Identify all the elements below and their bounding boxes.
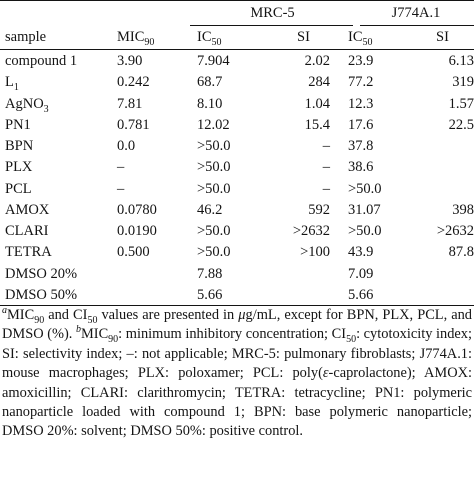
cell-ic50-j774: 37.8 — [348, 138, 374, 154]
table-top-rule — [0, 0, 474, 1]
cell-mic90: 0.242 — [117, 74, 150, 91]
cell-ic50-j774: 38.6 — [348, 159, 374, 176]
cell-ic50-j774: >50.0 — [348, 223, 382, 239]
cell-si-mrc5: >100 — [300, 244, 330, 261]
table-row: PN1 0.781 12.02 15.4 17.6 22.5 — [0, 114, 474, 136]
cell-ic50-mrc5: >50.0 — [197, 159, 231, 176]
group-rule-mrc5 — [190, 25, 353, 26]
cell-sample: BPN — [5, 138, 34, 154]
cell-ic50-mrc5: >50.0 — [197, 180, 231, 197]
cell-sample: AMOX — [5, 201, 50, 218]
column-header-si-mrc5: SI — [297, 29, 310, 45]
cell-sample: DMSO 50% — [5, 286, 78, 303]
cell-si-mrc5: 2.02 — [304, 53, 330, 69]
cell-si-mrc5: 15.4 — [304, 116, 330, 133]
column-header-si-j774: SI — [436, 29, 449, 45]
cell-mic90: 0.0780 — [117, 201, 157, 218]
cell-sample: L1 — [5, 74, 19, 94]
cell-mic90: 0.0190 — [117, 223, 157, 239]
cell-ic50-j774: 12.3 — [348, 95, 374, 112]
group-header-mrc5: MRC-5 — [250, 5, 295, 21]
cell-si-mrc5: 592 — [308, 201, 330, 218]
table-row: CLARI 0.0190 >50.0 >2632 >50.0 >2632 — [0, 220, 474, 242]
table-row: L1 0.242 68.7 284 77.2 319 — [0, 71, 474, 93]
table-row: DMSO 50% 5.66 5.66 — [0, 284, 474, 306]
cell-sample: PN1 — [5, 116, 31, 133]
cell-si-j774: 1.57 — [448, 95, 474, 112]
table-row: compound 1 3.90 7.904 2.02 23.9 6.13 — [0, 50, 474, 72]
table-row: PLX – >50.0 – 38.6 — [0, 156, 474, 178]
group-rule-j774 — [360, 25, 474, 26]
table-row: AgNO3 7.81 8.10 1.04 12.3 1.57 — [0, 93, 474, 115]
cell-ic50-j774: 77.2 — [348, 74, 374, 91]
cell-ic50-mrc5: >50.0 — [197, 244, 231, 261]
cell-mic90: – — [117, 159, 125, 176]
table-row: DMSO 20% 7.88 7.09 — [0, 263, 474, 285]
cell-mic90: 0.500 — [117, 244, 150, 261]
cell-ic50-j774: 5.66 — [348, 286, 374, 303]
table-row: PCL – >50.0 – >50.0 — [0, 178, 474, 200]
column-header-ic50-j774: IC50 — [348, 29, 373, 48]
cell-ic50-mrc5: >50.0 — [197, 223, 231, 239]
table-row: AMOX 0.0780 46.2 592 31.07 398 — [0, 199, 474, 221]
cell-ic50-j774: 17.6 — [348, 116, 374, 133]
cell-sample: compound 1 — [5, 53, 78, 69]
cell-si-j774: >2632 — [436, 223, 474, 239]
cell-ic50-mrc5: 46.2 — [197, 201, 223, 218]
cell-sample: PCL — [5, 180, 32, 197]
cell-ic50-j774: 23.9 — [348, 53, 374, 69]
cell-si-j774: 6.13 — [448, 53, 474, 69]
cell-si-mrc5: 284 — [308, 74, 330, 91]
column-header-ic50-mrc5: IC50 — [197, 29, 222, 48]
cell-sample: PLX — [5, 159, 33, 176]
table-footnote: aMIC90 and CI50 values are presented in … — [2, 305, 472, 440]
cell-mic90: 0.0 — [117, 138, 136, 154]
cell-ic50-j774: 43.9 — [348, 244, 374, 261]
cell-ic50-mrc5: 68.7 — [197, 74, 223, 91]
group-header-row: MRC-5 J774A.1 — [0, 2, 474, 24]
cell-ic50-mrc5: >50.0 — [197, 138, 231, 154]
header-bottom-rule — [0, 49, 474, 50]
cell-mic90: 7.81 — [117, 95, 143, 112]
footnote-mark-a: a — [2, 305, 7, 317]
cell-si-j774: 87.8 — [448, 244, 474, 261]
cell-ic50-j774: 31.07 — [348, 201, 381, 218]
cell-ic50-mrc5: 12.02 — [197, 116, 230, 133]
footnote-mark-b: b — [75, 324, 81, 336]
table-bottom-rule — [0, 305, 474, 306]
cell-si-mrc5: – — [322, 159, 330, 176]
cell-ic50-mrc5: 7.904 — [197, 53, 230, 69]
cell-si-mrc5: 1.04 — [304, 95, 330, 112]
cell-ic50-mrc5: 7.88 — [197, 265, 223, 282]
cell-si-mrc5: – — [322, 138, 330, 154]
column-header-mic90: MIC90 — [117, 29, 155, 48]
cell-ic50-j774: >50.0 — [348, 180, 382, 197]
cell-sample: TETRA — [5, 244, 52, 261]
table-row: TETRA 0.500 >50.0 >100 43.9 87.8 — [0, 241, 474, 263]
cell-si-mrc5: >2632 — [292, 223, 330, 239]
cell-sample: DMSO 20% — [5, 265, 78, 282]
cell-si-j774: 319 — [452, 74, 474, 91]
cell-ic50-mrc5: 5.66 — [197, 286, 223, 303]
cell-si-mrc5: – — [322, 180, 330, 197]
cell-sample: CLARI — [5, 223, 49, 239]
cell-ic50-j774: 7.09 — [348, 265, 374, 282]
cell-mic90: – — [117, 180, 125, 197]
cell-ic50-mrc5: 8.10 — [197, 95, 223, 112]
column-header-row: sample MIC90 IC50 SI IC50 SI — [0, 26, 474, 48]
column-header-sample: sample — [5, 29, 47, 45]
cell-mic90: 0.781 — [117, 116, 150, 133]
group-header-j774: J774A.1 — [391, 5, 441, 21]
cell-si-j774: 398 — [452, 201, 474, 218]
cell-sample: AgNO3 — [5, 95, 49, 115]
cell-mic90: 3.90 — [117, 53, 143, 69]
table-row: BPN 0.0 >50.0 – 37.8 — [0, 135, 474, 157]
cell-si-j774: 22.5 — [448, 116, 474, 133]
